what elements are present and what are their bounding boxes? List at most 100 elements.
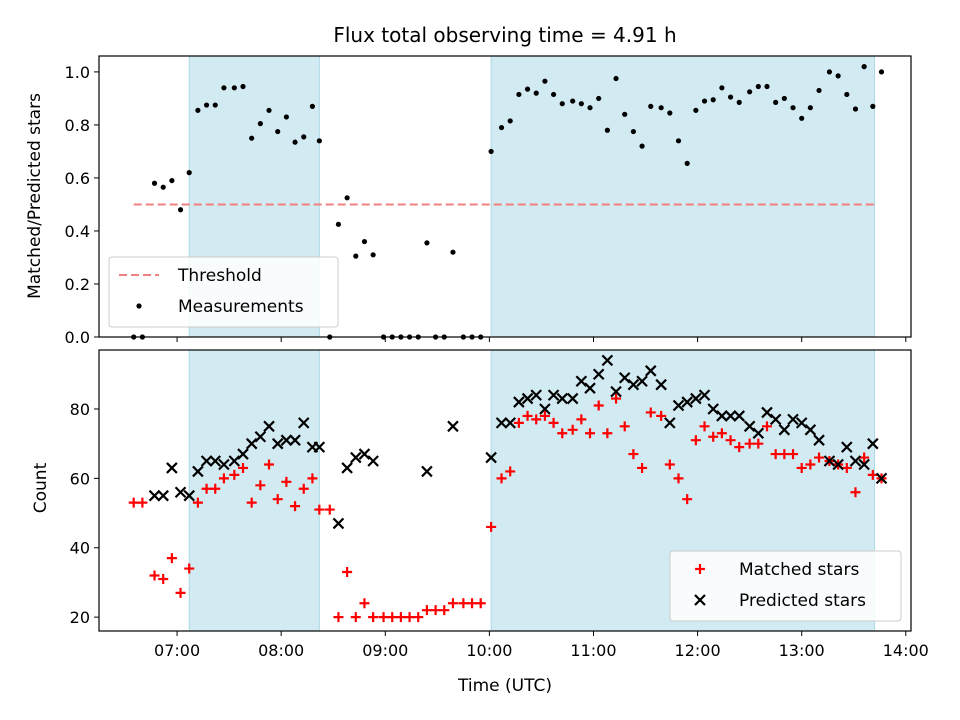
matched-star-point (201, 483, 212, 494)
y-tick-label: 0.4 (65, 222, 90, 241)
matched-star-point (796, 462, 807, 473)
predicted-star-point (733, 410, 746, 422)
measurement-point (747, 89, 753, 95)
matched-stars-series (128, 393, 887, 623)
predicted-star-point (495, 417, 508, 429)
x-tick-label: 07:00 (154, 641, 200, 660)
matched-star-point (805, 459, 816, 470)
predicted-star-point (875, 472, 888, 485)
matched-star-point (656, 410, 667, 421)
predicted-star-point (218, 458, 230, 471)
measurement-point (266, 107, 272, 113)
matched-star-point (324, 504, 335, 515)
matched-star-point (637, 462, 648, 473)
legend-marker (136, 303, 142, 309)
legend: Threshold Measurements (108, 256, 339, 328)
predicted-star-point (358, 448, 371, 460)
matched-star-point (439, 605, 450, 616)
measurement-point (639, 143, 645, 149)
measurement-point (790, 105, 796, 111)
matched-star-point (770, 449, 781, 460)
predicted-star-point (778, 424, 791, 436)
measurement-point (353, 253, 359, 259)
matched-star-point (404, 612, 415, 623)
predicted-star-point (813, 434, 825, 446)
predicted-star-point (148, 489, 161, 502)
measurement-point (283, 114, 289, 120)
measurement-point (710, 97, 716, 103)
plot-frame (98, 349, 912, 632)
matched-star-point (149, 570, 160, 581)
x-tick-label: 11:00 (570, 641, 616, 660)
predicted-star-point (672, 399, 685, 412)
measurement-point (533, 90, 539, 96)
predicted-star-point (556, 392, 569, 405)
matched-star-point (192, 497, 203, 508)
matched-star-point (486, 521, 497, 532)
matched-star-point (664, 459, 675, 470)
measurement-point (648, 103, 654, 109)
measurement-point (488, 148, 494, 155)
measurement-point (719, 85, 725, 91)
matched-star-point (158, 573, 169, 584)
legend-label: Threshold (177, 266, 262, 286)
predicted-star-point (313, 441, 326, 453)
measurement-point (816, 87, 822, 94)
predicted-star-point (254, 430, 267, 443)
measurement-point (622, 111, 628, 117)
predicted-star-point (263, 420, 275, 433)
predicted-star-point (592, 368, 605, 381)
matched-star-point (255, 480, 266, 491)
matched-star-point (567, 424, 578, 435)
y-tick-label: 0.0 (65, 328, 90, 347)
measurement-point (570, 98, 576, 104)
matched-star-point (175, 587, 186, 598)
predicted-star-point (575, 375, 588, 387)
predicted-star-point (716, 410, 728, 422)
measurement-point (604, 127, 610, 133)
matched-star-point (619, 421, 630, 432)
predicted-star-point (867, 437, 879, 450)
matched-star-point (539, 410, 550, 421)
measurement-point (335, 221, 342, 227)
predicted-star-point (421, 465, 433, 478)
predicted-star-point (566, 392, 579, 405)
predicted-star-point (350, 451, 362, 464)
predicted-star-point (504, 417, 516, 429)
predicted-star-point (539, 403, 551, 415)
matched-star-point (690, 435, 701, 446)
predicted-star-point (547, 389, 560, 401)
measurement-point (658, 105, 664, 111)
matched-star-point (513, 417, 524, 428)
measurement-point (450, 249, 456, 255)
matched-star-point (531, 414, 542, 425)
predicted-star-point (610, 385, 622, 398)
legend-label: Predicted stars (739, 591, 866, 611)
matched-star-point (761, 421, 772, 432)
measurement-point (835, 73, 841, 79)
measurement-point (516, 91, 522, 98)
predicted-star-point (521, 392, 534, 405)
predicted-star-point (341, 462, 353, 474)
chart-title: Flux total observing time = 4.91 h (333, 23, 676, 47)
x-tick-label: 14:00 (883, 641, 929, 660)
predicted-star-point (655, 378, 667, 391)
x-tick-label: 12:00 (675, 641, 721, 660)
measurement-point (613, 75, 619, 82)
measurement-point (578, 101, 584, 107)
x-tick-label: 13:00 (779, 641, 825, 660)
predicted-star-point (636, 375, 648, 387)
matched-star-point (272, 494, 283, 505)
predicted-star-point (823, 455, 836, 467)
matched-star-point (602, 428, 613, 439)
count-y-axis-label: Count (31, 462, 51, 513)
matched-star-point (593, 400, 604, 411)
matched-star-point (850, 487, 861, 498)
measurement-point (257, 120, 263, 127)
matched-star-point (841, 462, 852, 473)
matched-star-point (734, 442, 745, 453)
measurement-point (693, 107, 699, 113)
predicted-star-point (841, 441, 853, 453)
measurement-point (292, 139, 298, 145)
measurement-point (195, 107, 201, 113)
